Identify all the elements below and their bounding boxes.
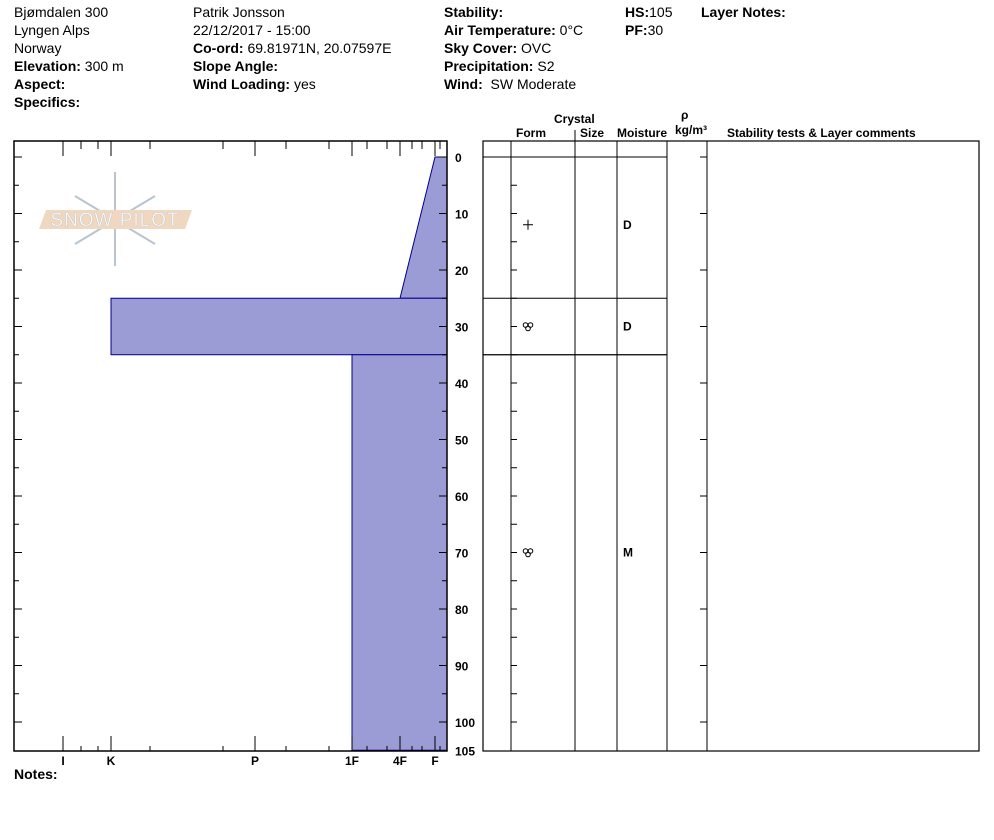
elevation-value: 300 m (84, 58, 124, 74)
precipitation-label: Precipitation: (444, 58, 534, 74)
wind: Wind: SW Moderate (444, 75, 583, 93)
depth-label: 60 (455, 490, 469, 504)
hs-value: 105 (649, 4, 673, 20)
precipitation-particles-icon (523, 219, 533, 230)
observer: Patrik Jonsson (193, 4, 285, 20)
depth-label: 50 (455, 434, 469, 448)
air-temp: Air Temperature: 0°C (444, 21, 583, 39)
stability: Stability: (444, 3, 583, 21)
pf-value: 30 (647, 22, 664, 38)
sky-cover-value: OVC (521, 40, 552, 56)
wind-loading: Wind Loading: yes (193, 75, 391, 93)
hs-label: HS: (625, 4, 650, 20)
depth-label: 0 (455, 151, 462, 165)
hardness-label-I: I (61, 754, 64, 768)
rho-header: ρ (681, 108, 689, 122)
stability-label: Stability: (444, 4, 504, 20)
coord-value: 69.81971N, 20.07597E (247, 40, 392, 56)
depth-label: 80 (455, 603, 469, 617)
sky-cover-label: Sky Cover: (444, 40, 518, 56)
hs: HS:105 (625, 3, 672, 21)
hardness-label-4F: 4F (393, 754, 407, 768)
notes-label: Notes: (14, 766, 58, 782)
layer-notes-block: Layer Notes: (701, 3, 786, 21)
precipitation-value: S2 (537, 58, 555, 74)
slope-angle-label: Slope Angle: (193, 58, 279, 74)
hardness-label-P: P (251, 754, 259, 768)
pf: PF:30 (625, 21, 672, 39)
melt-forms-grain (525, 325, 531, 332)
wind-loading-label: Wind Loading: (193, 76, 291, 92)
melt-forms-icon (522, 322, 534, 332)
moisture-header: Moisture (617, 126, 668, 140)
wind-value: SW Moderate (490, 76, 577, 92)
air-temp-label: Air Temperature: (444, 22, 556, 38)
coord: Co-ord: 69.81971N, 20.07597E (193, 39, 391, 57)
depth-label: 100 (455, 716, 475, 730)
weather-block: Stability: Air Temperature: 0°C Sky Cove… (444, 3, 583, 93)
hardness-label-1F: 1F (345, 754, 359, 768)
range-name: Lyngen Alps (14, 22, 90, 38)
elevation: Elevation: 300 m (14, 57, 124, 75)
depth-label: 20 (455, 264, 469, 278)
aspect: Aspect: (14, 75, 124, 93)
depth-label: 70 (455, 547, 469, 561)
elevation-label: Elevation: (14, 58, 81, 74)
precipitation: Precipitation: S2 (444, 57, 583, 75)
hardness-label-F: F (431, 754, 438, 768)
aspect-label: Aspect: (14, 76, 66, 92)
hardness-layer-3 (351, 354, 448, 751)
depth-label: 105 (455, 744, 475, 758)
depth-label: 40 (455, 377, 469, 391)
size-header: Size (580, 126, 605, 140)
coord-label: Co-ord: (193, 40, 244, 56)
sky-cover: Sky Cover: OVC (444, 39, 583, 57)
specifics-label: Specifics: (14, 94, 81, 110)
hardness-layer-1 (399, 156, 448, 299)
depth-label: 90 (455, 660, 469, 674)
slope-angle: Slope Angle: (193, 57, 391, 75)
hs-block: HS:105 PF:30 (625, 3, 672, 39)
air-temp-value: 0°C (559, 22, 584, 38)
melt-forms-icon (522, 548, 534, 558)
logo-banner (39, 210, 192, 229)
logo-text: SNOW PILOT (50, 210, 179, 231)
moisture-value: D (623, 218, 632, 232)
comments-header: Stability tests & Layer comments (727, 126, 916, 140)
hardness-plot-frame (13, 140, 448, 752)
crystal-header: Crystal (554, 112, 595, 126)
site-name: Bjømdalen 300 (14, 4, 109, 20)
layer-table-frame (482, 140, 980, 752)
hardness-label-K: K (107, 754, 116, 768)
melt-forms-grain (525, 551, 531, 558)
moisture-value: D (623, 320, 632, 334)
density-unit-header: kg/m³ (675, 123, 708, 137)
pf-label: PF: (625, 22, 648, 38)
wind-label: Wind: (444, 76, 483, 92)
datetime: 22/12/2017 - 15:00 (193, 22, 311, 38)
depth-label: 30 (455, 321, 469, 335)
hardness-layer-2 (110, 297, 448, 356)
moisture-value: M (623, 546, 633, 560)
layer-notes-label: Layer Notes: (701, 4, 786, 20)
depth-label: 10 (455, 208, 469, 222)
location-block: Bjømdalen 300 Lyngen Alps Norway Elevati… (14, 3, 124, 111)
wind-loading-value: yes (293, 76, 316, 92)
specifics: Specifics: (14, 93, 124, 111)
notes-block: Notes: (14, 765, 58, 783)
form-header: Form (516, 126, 546, 140)
country: Norway (14, 40, 62, 56)
observer-block: Patrik Jonsson 22/12/2017 - 15:00 Co-ord… (193, 3, 391, 93)
